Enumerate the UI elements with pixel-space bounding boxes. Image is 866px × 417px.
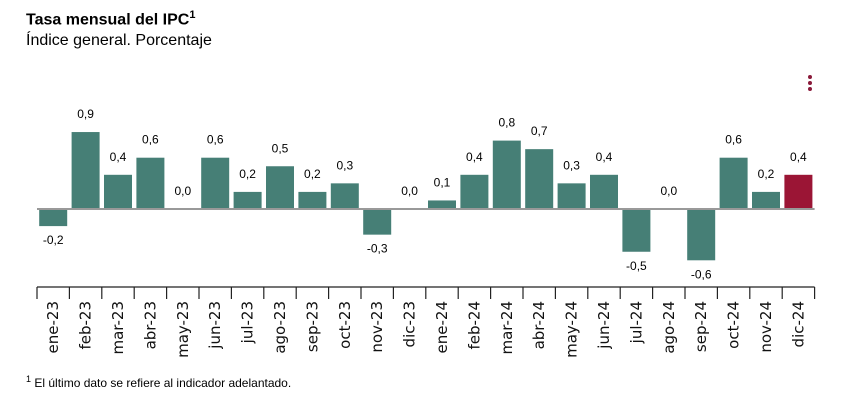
- x-tick-label: oct-23: [336, 301, 354, 349]
- data-label: 0,4: [790, 150, 807, 164]
- bar-dic-24: [784, 174, 813, 209]
- bar-sep-24: [687, 209, 716, 261]
- x-tick-label: mar-23: [109, 301, 127, 355]
- footnote-text: El último dato se refiere al indicador a…: [34, 376, 292, 390]
- data-label: 0,2: [758, 167, 775, 181]
- x-tick-label: mar-24: [498, 301, 516, 355]
- data-label: 0,3: [336, 158, 353, 172]
- bar-ene-24: [428, 200, 456, 209]
- x-tick-label: abr-24: [530, 301, 548, 349]
- chart-title: Tasa mensual del IPC1: [26, 9, 195, 29]
- bar-abr-24: [525, 149, 554, 209]
- data-label: 0,4: [596, 150, 613, 164]
- x-tick-label: may-24: [563, 301, 581, 358]
- data-label: 0,6: [725, 133, 742, 147]
- bar-ene-23: [39, 209, 68, 227]
- bar-abr-23: [136, 157, 165, 209]
- x-tick-label: ene-24: [433, 301, 451, 353]
- bar-feb-23: [71, 132, 100, 209]
- x-tick-label: sep-24: [692, 301, 710, 352]
- data-label: 0,1: [434, 175, 451, 189]
- x-tick-label: jul-24: [627, 301, 645, 344]
- bar-may-24: [557, 183, 586, 209]
- x-tick-label: jun-24: [595, 301, 613, 350]
- x-tick-label: feb-23: [77, 301, 95, 350]
- bar-jul-24: [622, 209, 651, 252]
- bar-jun-24: [590, 174, 618, 209]
- x-tick-label: may-23: [174, 301, 192, 358]
- data-label: 0,2: [239, 167, 256, 181]
- bar-mar-23: [104, 174, 132, 209]
- x-tick-label: jun-23: [206, 301, 224, 350]
- bar-mar-24: [492, 140, 521, 209]
- data-label: -0,6: [691, 267, 712, 281]
- x-tick-label: dic-23: [401, 301, 419, 347]
- data-label: 0,9: [77, 107, 94, 121]
- bar-ago-23: [266, 166, 294, 209]
- data-label: 0,5: [272, 141, 289, 155]
- data-label: 0,8: [498, 116, 515, 130]
- x-tick-label: dic-24: [789, 301, 807, 347]
- data-label: 0,0: [660, 184, 677, 198]
- data-label: -0,3: [367, 242, 388, 256]
- data-label: 0,3: [563, 158, 580, 172]
- bar-jul-23: [233, 191, 262, 209]
- bar-oct-23: [330, 183, 359, 209]
- x-tick-label: oct-24: [725, 301, 743, 349]
- data-label: 0,6: [142, 133, 159, 147]
- kebab-menu-icon[interactable]: [806, 75, 814, 95]
- bar-jun-23: [201, 157, 230, 209]
- data-label: 0,4: [110, 150, 127, 164]
- data-label: 0,0: [174, 184, 191, 198]
- x-tick-label: sep-23: [303, 301, 321, 352]
- title-superscript: 1: [189, 9, 196, 21]
- bar-nov-24: [752, 191, 780, 209]
- data-label: -0,2: [43, 233, 64, 247]
- footnote-marker: 1: [26, 374, 32, 384]
- data-label: 0,7: [531, 124, 548, 138]
- bar-oct-24: [719, 157, 748, 209]
- data-label: 0,2: [304, 167, 321, 181]
- bar-nov-23: [363, 209, 392, 235]
- x-tick-label: jul-23: [239, 301, 257, 344]
- bar-feb-24: [460, 174, 489, 209]
- x-tick-label: feb-24: [465, 301, 483, 350]
- footnote: 1 El último dato se refiere al indicador…: [26, 374, 291, 390]
- data-label: -0,5: [626, 259, 647, 273]
- x-tick-label: ene-23: [44, 301, 62, 353]
- data-label: 0,6: [207, 133, 224, 147]
- data-label: 0,0: [401, 184, 418, 198]
- title-text: Tasa mensual del IPC: [26, 11, 190, 29]
- chart-subtitle: Índice general. Porcentaje: [26, 32, 212, 49]
- data-label: 0,4: [466, 150, 483, 164]
- x-tick-label: ago-24: [660, 301, 678, 354]
- x-tick-label: nov-24: [757, 301, 775, 353]
- bar-chart: -0,2 ene-23 0,9 feb-23 0,4 mar-23 0,6 abr-23 0,0…: [36, 107, 816, 358]
- x-tick-label: ago-23: [271, 301, 289, 354]
- x-tick-label: nov-23: [368, 301, 386, 353]
- x-tick-label: abr-23: [141, 301, 159, 349]
- bar-sep-23: [298, 191, 327, 209]
